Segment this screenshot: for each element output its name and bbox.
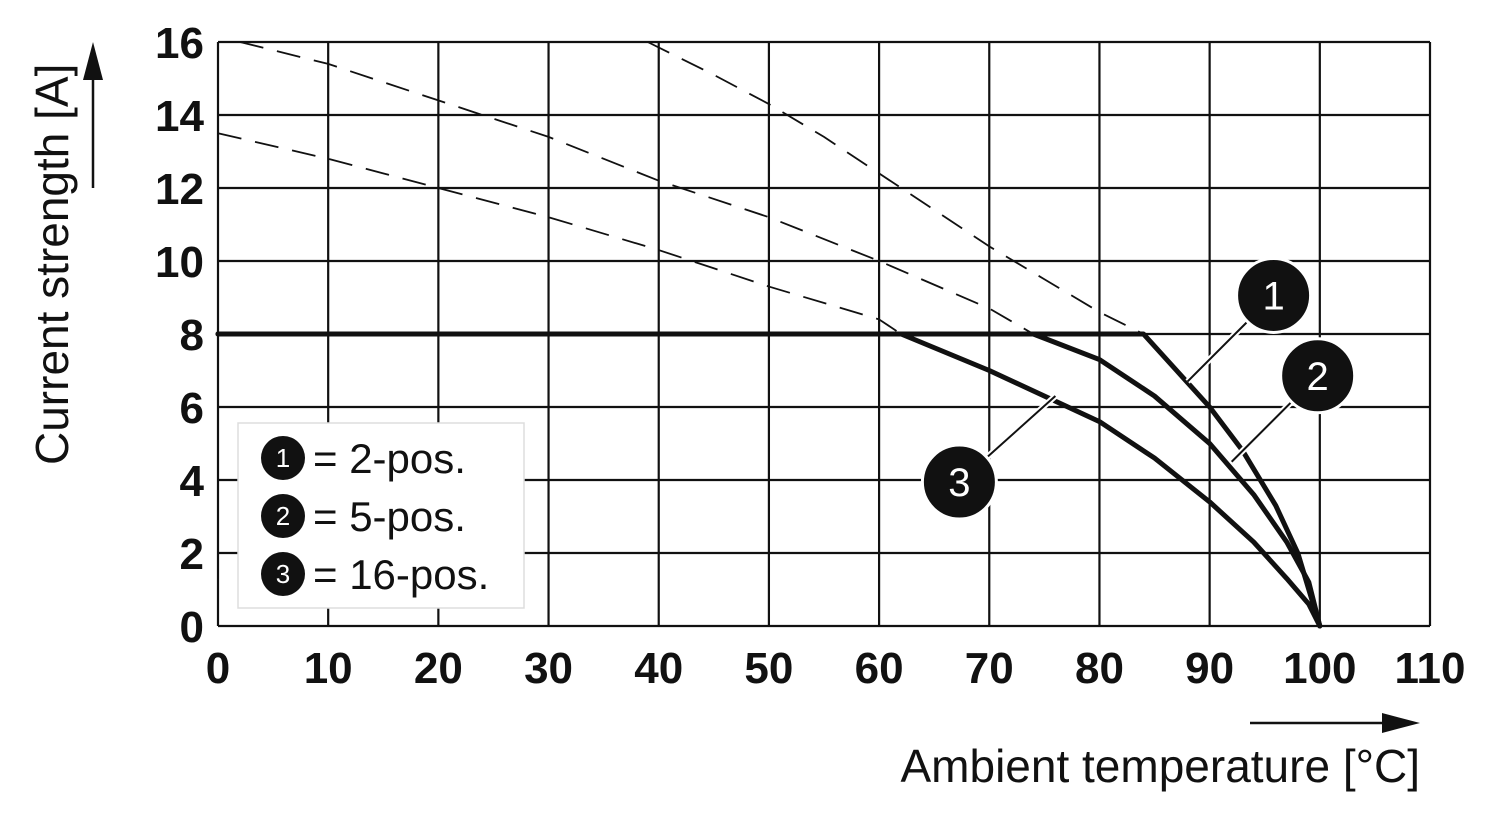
y-tick-label: 8 [180, 311, 204, 360]
x-tick-label: 20 [414, 644, 463, 693]
series-3-rated-line [215, 331, 1323, 629]
x-tick-label: 0 [206, 644, 230, 693]
legend-badge-number: 2 [276, 501, 290, 531]
callout-badge-number: 2 [1307, 355, 1329, 399]
y-tick-label: 10 [155, 238, 204, 287]
series-lines [215, 41, 1323, 629]
callout-badge [920, 443, 998, 521]
series-1-extrapolated-line [647, 41, 1144, 335]
legend: 1 = 2-pos. 2 = 5-pos. 3 = 16-pos. [237, 422, 525, 609]
callout-badge-number: 3 [948, 461, 970, 505]
callout-3: 3 [920, 393, 1058, 521]
x-tick-label: 10 [304, 644, 353, 693]
y-axis-label: Current strength [A] [26, 64, 78, 465]
callout-badge-number: 1 [1262, 274, 1284, 318]
y-axis-ticks: 0 2 4 6 8 10 12 14 16 [155, 19, 204, 652]
x-tick-label: 60 [855, 644, 904, 693]
legend-badge-number: 3 [276, 559, 290, 589]
legend-label: = 5-pos. [313, 493, 466, 540]
x-tick-label: 50 [744, 644, 793, 693]
legend-item: 3 = 16-pos. [261, 551, 489, 598]
series-2-extrapolated-line [239, 41, 1034, 335]
legend-label: = 2-pos. [313, 435, 466, 482]
x-axis-arrow [1250, 713, 1420, 733]
legend-badge-number: 1 [276, 443, 290, 473]
series-3-extrapolated-line [217, 132, 902, 335]
y-tick-label: 12 [155, 165, 204, 214]
callout-badge [1279, 337, 1357, 415]
legend-item: 2 = 5-pos. [261, 493, 466, 540]
x-tick-label: 40 [634, 644, 683, 693]
y-tick-label: 16 [155, 19, 204, 68]
callout-badge [1235, 256, 1313, 334]
legend-label: = 16-pos. [313, 551, 489, 598]
y-tick-label: 0 [180, 603, 204, 652]
y-axis-arrow [83, 42, 103, 188]
y-tick-label: 2 [180, 530, 204, 579]
x-tick-label: 100 [1283, 644, 1356, 693]
y-tick-label: 14 [155, 92, 204, 141]
x-tick-label: 110 [1395, 644, 1466, 693]
legend-item: 1 = 2-pos. [261, 435, 466, 482]
legend-badge [261, 494, 305, 538]
x-tick-label: 70 [965, 644, 1014, 693]
callout-1: 1 [1185, 256, 1313, 384]
callout-2: 2 [1229, 337, 1357, 464]
y-tick-label: 4 [180, 457, 205, 506]
x-tick-label: 90 [1185, 644, 1234, 693]
x-axis-label: Ambient temperature [°C] [901, 740, 1421, 792]
legend-badge [261, 436, 305, 480]
x-tick-label: 80 [1075, 644, 1124, 693]
callouts: 12 3 [920, 256, 1357, 521]
y-tick-label: 6 [180, 384, 204, 433]
legend-badge [261, 552, 305, 596]
x-tick-label: 30 [524, 644, 573, 693]
x-axis-ticks: 0 10 20 30 40 50 60 70 80 90 100 110 [206, 644, 1466, 693]
